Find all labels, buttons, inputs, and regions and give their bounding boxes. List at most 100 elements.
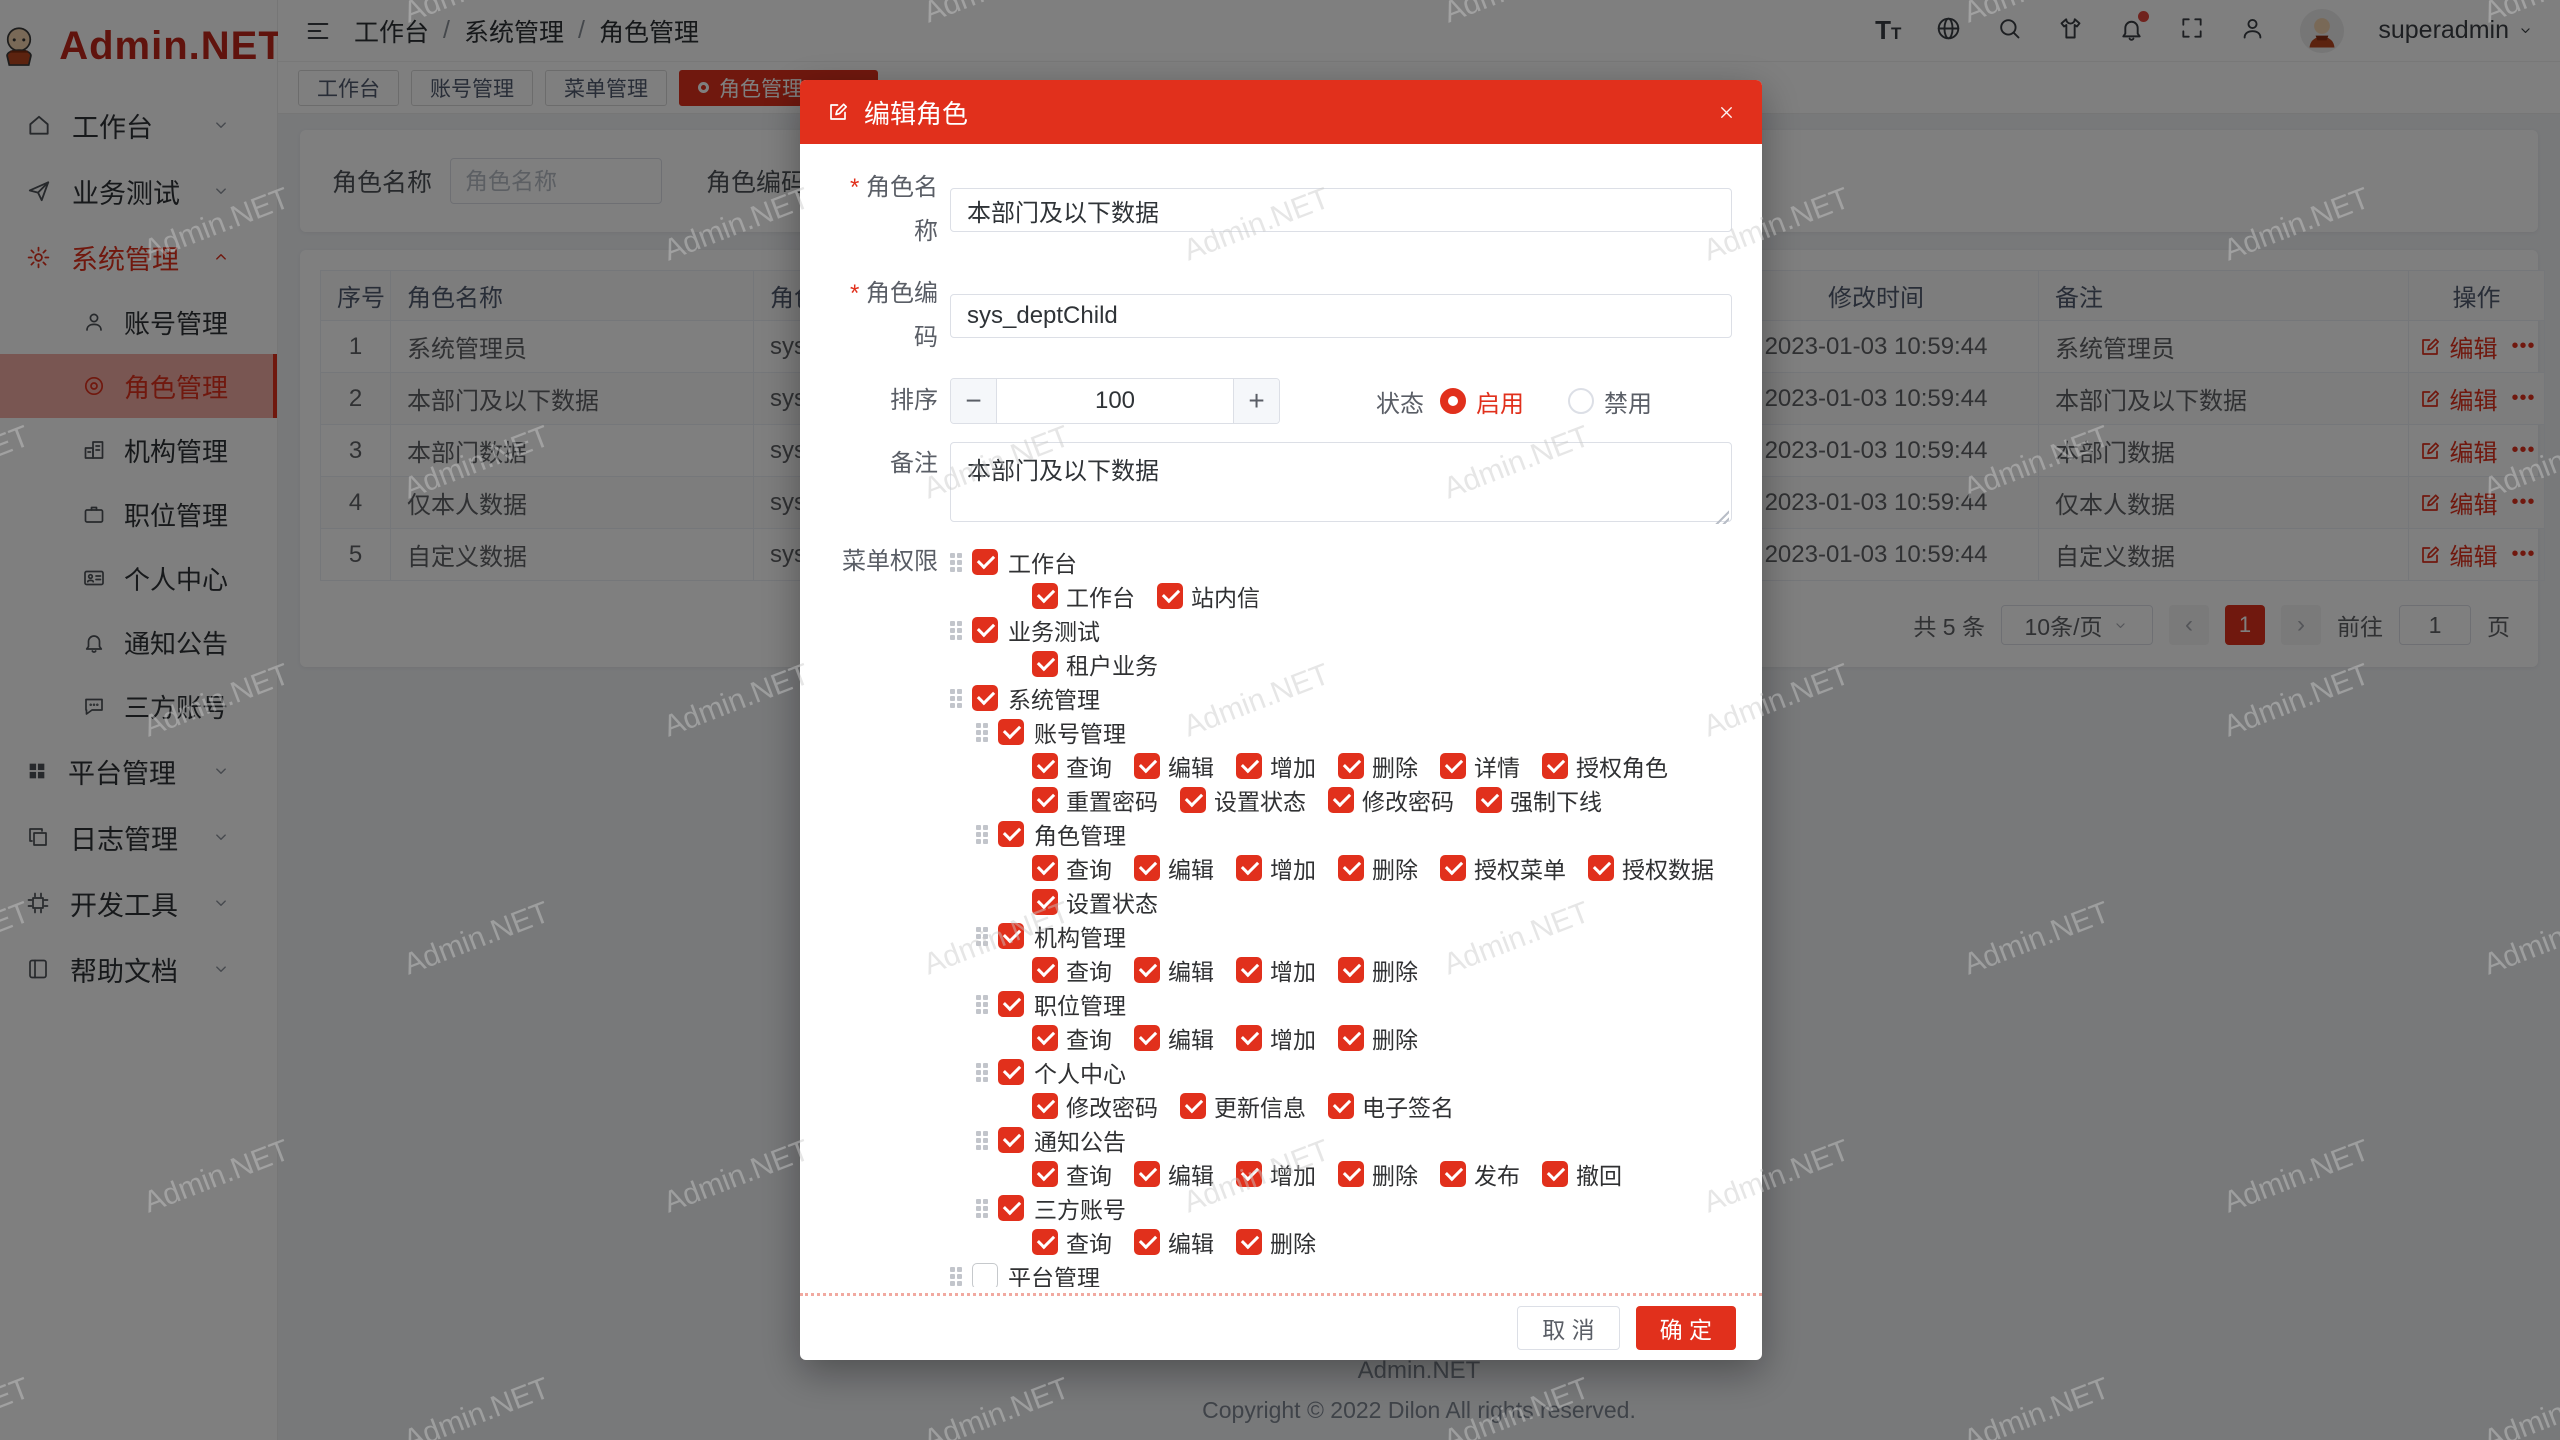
tree-checkbox[interactable] [1180, 1093, 1206, 1119]
tree-checkbox[interactable] [972, 549, 998, 575]
status-disabled-radio[interactable] [1568, 388, 1594, 414]
tree-checkbox[interactable] [972, 617, 998, 643]
tree-checkbox[interactable] [1134, 957, 1160, 983]
tree-leaf-label: 更新信息 [1214, 1095, 1306, 1121]
tree-checkbox[interactable] [1134, 855, 1160, 881]
status-enabled-radio[interactable] [1440, 388, 1466, 414]
tree-checkbox[interactable] [1032, 1229, 1058, 1255]
tree-checkbox[interactable] [1032, 583, 1058, 609]
tree-node: 角色管理 [976, 817, 1732, 851]
drag-handle-icon[interactable] [950, 1266, 962, 1286]
tree-checkbox[interactable] [1440, 753, 1466, 779]
tree-checkbox[interactable] [1338, 855, 1364, 881]
tree-checkbox[interactable] [998, 991, 1024, 1017]
drag-handle-icon[interactable] [976, 722, 988, 742]
tree-checkbox[interactable] [1032, 753, 1058, 779]
tree-node: 通知公告 [976, 1123, 1732, 1157]
tree-checkbox[interactable] [1134, 1229, 1160, 1255]
tree-leaf-label: 发布 [1474, 1163, 1520, 1189]
tree-checkbox[interactable] [1032, 855, 1058, 881]
tree-checkbox[interactable] [1032, 651, 1058, 677]
tree-checkbox[interactable] [1032, 889, 1058, 915]
tree-leaf: 授权菜单 [1440, 851, 1566, 885]
tree-leaf: 增加 [1236, 749, 1316, 783]
tree-checkbox[interactable] [1338, 1161, 1364, 1187]
tree-leaf: 增加 [1236, 851, 1316, 885]
tree-checkbox[interactable] [1236, 855, 1262, 881]
tree-checkbox[interactable] [1236, 1229, 1262, 1255]
tree-checkbox[interactable] [998, 821, 1024, 847]
tree-checkbox[interactable] [998, 1059, 1024, 1085]
tree-checkbox[interactable] [1588, 855, 1614, 881]
tree-leaf-label: 查询 [1066, 755, 1112, 781]
tree-checkbox[interactable] [998, 923, 1024, 949]
tree-leaf-row: 查询 编辑 增加 删除 详情 授权角色 重置密码 设置状态 修改密码 强制下线 [1032, 749, 1732, 817]
tree-checkbox[interactable] [1542, 1161, 1568, 1187]
tree-checkbox[interactable] [998, 719, 1024, 745]
tree-checkbox[interactable] [1542, 753, 1568, 779]
tree-checkbox[interactable] [1032, 787, 1058, 813]
tree-checkbox[interactable] [1157, 583, 1183, 609]
tree-checkbox[interactable] [1328, 787, 1354, 813]
tree-checkbox[interactable] [1338, 957, 1364, 983]
tree-leaf: 撤回 [1542, 1157, 1622, 1191]
tree-leaf: 删除 [1338, 953, 1418, 987]
tree-checkbox[interactable] [998, 1195, 1024, 1221]
drag-handle-icon[interactable] [976, 994, 988, 1014]
confirm-button[interactable]: 确 定 [1635, 1306, 1736, 1350]
tree-checkbox[interactable] [1440, 1161, 1466, 1187]
tree-checkbox[interactable] [1236, 1161, 1262, 1187]
stepper-increase-button[interactable]: + [1233, 379, 1279, 423]
role-code-field[interactable] [950, 294, 1732, 338]
tree-checkbox[interactable] [1134, 1025, 1160, 1051]
tree-leaf: 增加 [1236, 1021, 1316, 1055]
role-name-field[interactable] [950, 188, 1732, 232]
tree-node: 个人中心 [976, 1055, 1732, 1089]
tree-node-label: 角色管理 [1034, 823, 1126, 849]
tree-leaf-label: 查询 [1066, 857, 1112, 883]
tree-checkbox[interactable] [1032, 957, 1058, 983]
tree-node-label: 账号管理 [1034, 721, 1126, 747]
cancel-button[interactable]: 取 消 [1517, 1306, 1620, 1350]
tree-checkbox[interactable] [1180, 787, 1206, 813]
drag-handle-icon[interactable] [976, 1198, 988, 1218]
tree-leaf-label: 强制下线 [1510, 789, 1602, 815]
tree-checkbox[interactable] [1134, 753, 1160, 779]
drag-handle-icon[interactable] [950, 688, 962, 708]
close-icon[interactable] [1717, 103, 1736, 122]
tree-leaf: 编辑 [1134, 749, 1214, 783]
tree-checkbox[interactable] [1032, 1161, 1058, 1187]
tree-checkbox[interactable] [1476, 787, 1502, 813]
drag-handle-icon[interactable] [976, 824, 988, 844]
tree-checkbox[interactable] [1236, 753, 1262, 779]
tree-leaf: 编辑 [1134, 851, 1214, 885]
tree-checkbox[interactable] [972, 685, 998, 711]
drag-handle-icon[interactable] [976, 1062, 988, 1082]
tree-checkbox[interactable] [1338, 753, 1364, 779]
drag-handle-icon[interactable] [976, 926, 988, 946]
tree-checkbox[interactable] [1236, 957, 1262, 983]
tree-checkbox[interactable] [1328, 1093, 1354, 1119]
tree-leaf: 编辑 [1134, 953, 1214, 987]
dialog-body: 角色名称 角色编码 排序 − 100 + 状态 启用 禁用 备注 [800, 144, 1762, 1287]
status-enabled-label[interactable]: 启用 [1476, 390, 1524, 418]
tree-checkbox[interactable] [1236, 1025, 1262, 1051]
tree-checkbox[interactable] [1032, 1093, 1058, 1119]
tree-checkbox[interactable] [1134, 1161, 1160, 1187]
tree-leaf: 详情 [1440, 749, 1520, 783]
status-disabled-label[interactable]: 禁用 [1604, 390, 1652, 418]
tree-checkbox[interactable] [972, 1263, 998, 1287]
tree-checkbox[interactable] [1032, 1025, 1058, 1051]
tree-leaf: 查询 [1032, 851, 1112, 885]
tree-leaf: 增加 [1236, 1157, 1316, 1191]
tree-checkbox[interactable] [1338, 1025, 1364, 1051]
remark-field[interactable]: 本部门及以下数据 [950, 442, 1732, 522]
edit-role-dialog: 编辑角色 角色名称 角色编码 排序 − 100 + 状态 启用 禁用 [800, 80, 1762, 1360]
drag-handle-icon[interactable] [976, 1130, 988, 1150]
stepper-decrease-button[interactable]: − [951, 379, 997, 423]
tree-checkbox[interactable] [998, 1127, 1024, 1153]
drag-handle-icon[interactable] [950, 552, 962, 572]
role-code-field-label: 角色编码 [830, 272, 938, 360]
tree-checkbox[interactable] [1440, 855, 1466, 881]
drag-handle-icon[interactable] [950, 620, 962, 640]
